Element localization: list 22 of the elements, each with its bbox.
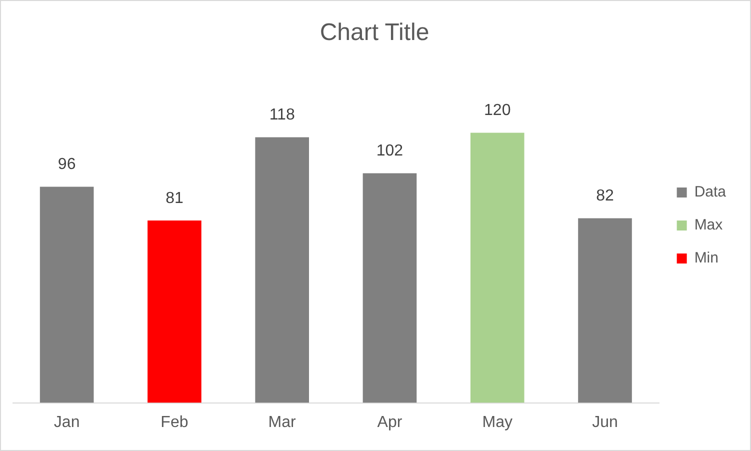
data-label: 82 (596, 188, 614, 205)
bar (255, 137, 309, 403)
legend-label: Min (694, 250, 718, 267)
x-tick-label: Jan (54, 414, 80, 431)
x-tick-label: Jun (592, 414, 618, 431)
chart-title: Chart Title (320, 19, 430, 46)
data-label: 120 (484, 102, 511, 120)
bar (148, 220, 202, 403)
legend-label: Data (694, 184, 727, 201)
data-label: 96 (58, 156, 76, 174)
x-tick-label: Apr (377, 414, 403, 431)
bar (40, 186, 94, 403)
bar (362, 173, 417, 403)
x-tick-label: May (482, 414, 512, 431)
x-tick-label: Feb (160, 414, 188, 431)
x-tick-label: Mar (268, 414, 297, 431)
bar (578, 218, 632, 403)
bar (470, 132, 524, 403)
legend-label: Max (694, 216, 724, 234)
data-label: 118 (269, 106, 295, 124)
data-label: 81 (166, 190, 184, 207)
data-label: 102 (376, 142, 404, 160)
